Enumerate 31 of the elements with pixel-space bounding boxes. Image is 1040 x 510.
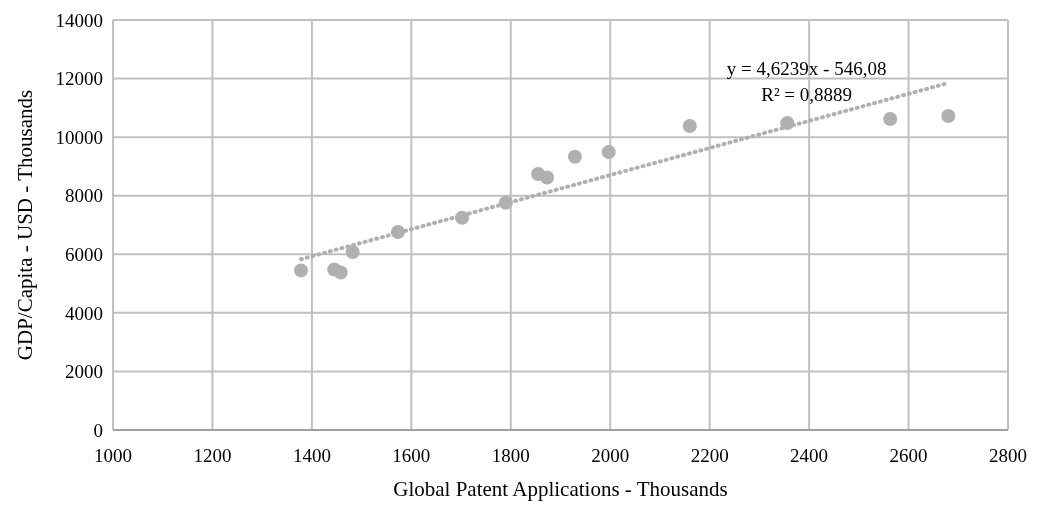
x-tick-label: 2200: [690, 445, 729, 466]
annotation: R² = 0,8889: [761, 83, 853, 105]
x-axis-title: Global Patent Applications - Thousands: [393, 477, 728, 501]
y-tick-label: 0: [93, 419, 103, 441]
point: [883, 111, 898, 126]
y-tick-label: 6000: [65, 243, 103, 265]
y-tick-label: 8000: [65, 185, 103, 207]
y-tick-label: 4000: [65, 302, 103, 324]
point: [941, 109, 956, 124]
y-tick-label: 2000: [65, 361, 103, 383]
x-tick-label: 2600: [889, 445, 928, 466]
point: [345, 244, 360, 259]
point: [601, 145, 616, 160]
x-tick-label: 1400: [292, 445, 331, 466]
point: [540, 170, 555, 185]
y-tick-label: 14000: [55, 9, 103, 31]
y-tick-label: 12000: [55, 68, 103, 90]
x-tick-label: 1200: [193, 445, 232, 466]
x-tick-label: 2800: [989, 445, 1027, 466]
y-axis-title: GDP/Capita - USD - Thousands: [13, 89, 37, 361]
x-tick-label: 1000: [94, 445, 132, 466]
y-tick-label: 10000: [55, 126, 103, 148]
x-tick-label: 2400: [790, 445, 829, 466]
point: [682, 119, 697, 134]
point: [293, 263, 308, 278]
x-tick-label: 2000: [591, 445, 630, 466]
annotation: y = 4,6239x - 546,08: [726, 57, 887, 79]
point: [333, 265, 348, 280]
point: [567, 149, 582, 164]
x-tick-label: 1800: [491, 445, 530, 466]
x-tick-label: 1600: [392, 445, 431, 466]
